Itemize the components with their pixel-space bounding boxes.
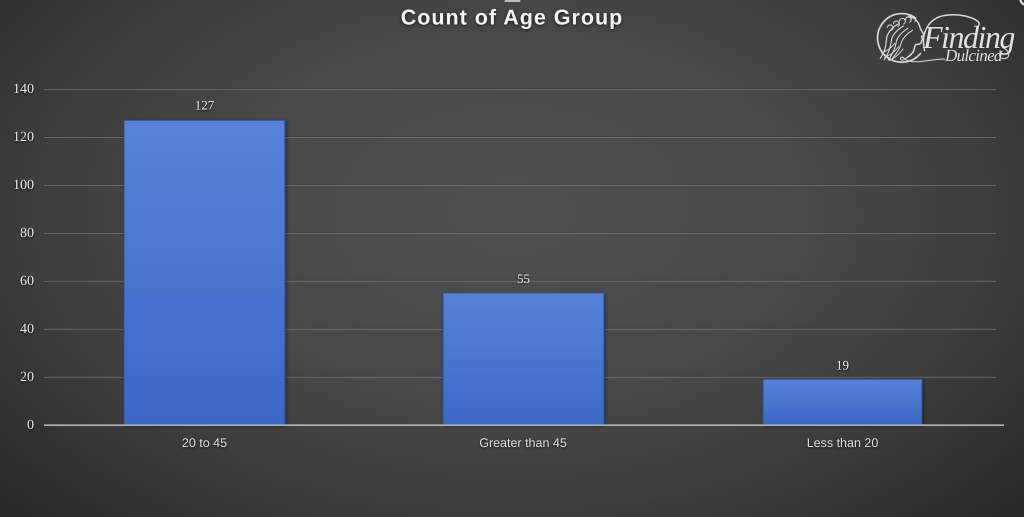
svg-text:Count of Age Group: Count of Age Group	[401, 6, 624, 30]
svg-text:55: 55	[517, 271, 530, 286]
svg-text:20 to 45: 20 to 45	[182, 436, 227, 450]
svg-text:Greater than 45: Greater than 45	[479, 436, 567, 450]
svg-text:Dulcinea: Dulcinea	[944, 46, 1002, 65]
svg-text:20: 20	[20, 370, 34, 385]
svg-text:127: 127	[195, 98, 215, 113]
svg-text:Less than 20: Less than 20	[807, 436, 879, 450]
svg-text:120: 120	[13, 130, 34, 145]
svg-text:40: 40	[20, 322, 34, 337]
svg-text:19: 19	[836, 358, 849, 373]
svg-text:80: 80	[20, 226, 34, 241]
svg-text:140: 140	[13, 82, 34, 97]
svg-text:Finding: Finding	[922, 19, 1015, 55]
svg-text:60: 60	[20, 274, 34, 289]
svg-text:0: 0	[27, 418, 34, 433]
svg-text:100: 100	[13, 178, 34, 193]
